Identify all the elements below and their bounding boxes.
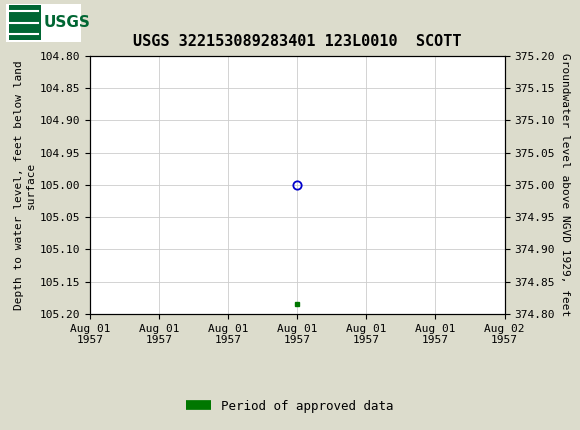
Y-axis label: Groundwater level above NGVD 1929, feet: Groundwater level above NGVD 1929, feet	[560, 53, 570, 316]
Y-axis label: Depth to water level, feet below land
surface: Depth to water level, feet below land su…	[14, 60, 35, 310]
FancyBboxPatch shape	[6, 3, 81, 42]
FancyBboxPatch shape	[9, 6, 41, 40]
Title: USGS 322153089283401 123L0010  SCOTT: USGS 322153089283401 123L0010 SCOTT	[133, 34, 462, 49]
Legend: Period of approved data: Period of approved data	[186, 400, 394, 413]
Text: USGS: USGS	[44, 15, 90, 30]
